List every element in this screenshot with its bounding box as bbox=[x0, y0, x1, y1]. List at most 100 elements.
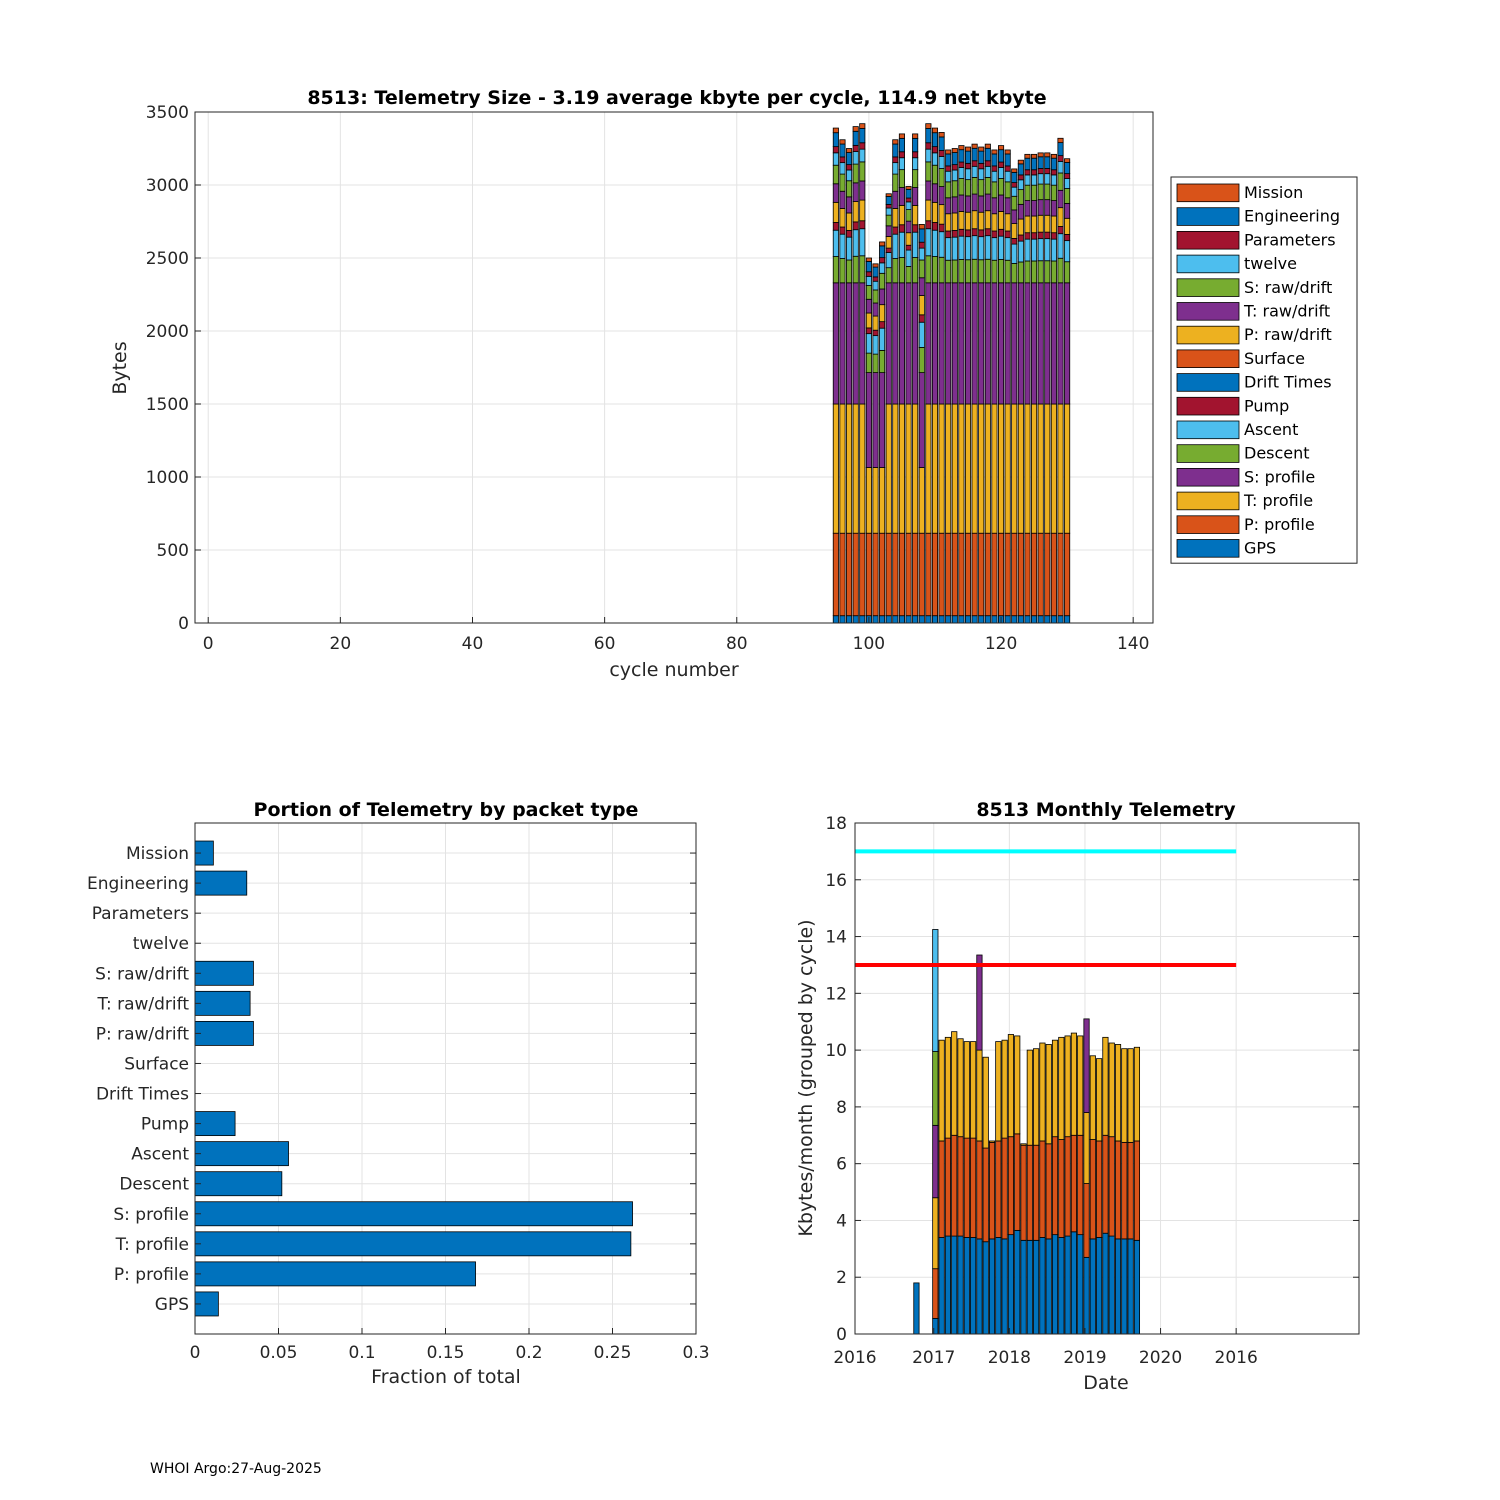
chart1-segment-p-raw-drift bbox=[846, 212, 853, 231]
chart1-segment-ascent bbox=[1004, 237, 1011, 261]
chart1-segment-t-profile bbox=[892, 403, 899, 534]
chart1-segment-pump bbox=[865, 327, 872, 335]
chart1-segment-engineering bbox=[931, 132, 939, 148]
chart1-segment-t-profile bbox=[905, 403, 912, 534]
chart1-segment-s-raw-drift bbox=[1004, 181, 1011, 199]
chart1-segment-t-profile bbox=[945, 403, 952, 534]
chart1-segment-pump bbox=[1031, 232, 1038, 240]
chart1-segment-engineering bbox=[945, 153, 952, 167]
chart1-segment-p-profile bbox=[931, 532, 939, 617]
chart1-segment-gps bbox=[1057, 615, 1064, 624]
chart1-segment-t-raw-drift bbox=[978, 195, 985, 213]
chart3-bar-month bbox=[1001, 1039, 1008, 1335]
chart1-segment-descent bbox=[938, 256, 945, 284]
chart1-bar-cycle-109 bbox=[925, 123, 932, 624]
chart1-segment-parameters bbox=[898, 151, 905, 159]
chart1-segment-twelve bbox=[1024, 174, 1031, 186]
chart1-segment-mission bbox=[1017, 159, 1024, 165]
chart1-segment-descent bbox=[898, 257, 905, 284]
chart1-segment-mission bbox=[892, 139, 899, 145]
chart1-segment-p-raw-drift bbox=[925, 199, 932, 222]
chart1-segment-p-profile bbox=[832, 532, 839, 617]
chart3-ytick-label: 18 bbox=[825, 814, 847, 834]
chart2-xlabel: Fraction of total bbox=[371, 1366, 521, 1388]
chart1-segment-twelve bbox=[905, 201, 912, 210]
chart3-segment-p-profile bbox=[1020, 1144, 1027, 1241]
chart1-segment-t-profile bbox=[978, 403, 985, 534]
chart1-bar-cycle-126 bbox=[1037, 152, 1044, 624]
chart3-bar-month bbox=[1020, 1143, 1027, 1335]
chart1-segment-t-raw-drift bbox=[931, 183, 939, 203]
chart1-segment-mission bbox=[1004, 149, 1011, 155]
chart3-segment-gps bbox=[1001, 1238, 1008, 1335]
chart1-segment-p-raw-drift bbox=[931, 201, 939, 223]
chart1-bar-cycle-116 bbox=[971, 143, 978, 624]
legend-label-s-raw-drift: S: raw/drift bbox=[1244, 278, 1332, 297]
chart3-bar-month bbox=[1007, 1034, 1015, 1335]
chart1-ticks: 0 20 40 60 80 100 120 140 0 500 1000 1500 2000 2500 30… bbox=[146, 103, 1150, 654]
chart1-segment-twelve bbox=[1057, 161, 1064, 174]
chart1-segment-s-profile bbox=[1037, 282, 1044, 405]
chart1-segment-descent bbox=[958, 259, 965, 284]
chart1-segment-pump bbox=[945, 230, 952, 239]
legend-swatch-ascent bbox=[1176, 420, 1240, 440]
chart1-segment-p-raw-drift bbox=[958, 211, 965, 230]
chart3-segment-t-profile bbox=[1007, 1034, 1015, 1138]
chart1-segment-p-raw-drift bbox=[971, 210, 978, 230]
chart1-segment-twelve bbox=[898, 157, 905, 171]
chart1-segment-twelve bbox=[1017, 179, 1024, 191]
chart1-segment-t-raw-drift bbox=[832, 183, 839, 203]
chart3-xtick-label: 2018 bbox=[988, 1348, 1031, 1368]
chart1-segment-t-raw-drift bbox=[892, 190, 899, 209]
chart1-segment-engineering bbox=[1037, 156, 1044, 169]
chart1-segment-t-profile bbox=[1050, 403, 1057, 534]
chart1-segment-mission bbox=[879, 241, 886, 247]
chart3-segment-p-profile bbox=[1133, 1140, 1141, 1241]
chart1-segment-mission bbox=[839, 139, 846, 145]
legend-swatch-surface bbox=[1176, 349, 1240, 368]
chart2-category-label: Ascent bbox=[131, 1145, 189, 1165]
chart1-segment-p-raw-drift bbox=[918, 295, 925, 316]
chart3-segment-t-profile bbox=[1020, 1143, 1027, 1146]
chart1-segment-descent bbox=[905, 266, 912, 284]
chart1-segment-t-profile bbox=[1017, 403, 1024, 534]
chart1-segment-p-profile bbox=[885, 532, 892, 617]
chart3-bar-month bbox=[1108, 1042, 1115, 1335]
chart3-segment-gps bbox=[1051, 1234, 1059, 1335]
chart1-segment-t-raw-drift bbox=[846, 196, 853, 214]
chart1-segment-mission bbox=[1064, 158, 1071, 163]
chart1-segment-mission bbox=[865, 257, 872, 262]
chart1-segment-ascent bbox=[859, 228, 866, 257]
legend-label-parameters: Parameters bbox=[1244, 230, 1336, 249]
chart1-segment-gps bbox=[978, 615, 985, 624]
chart3-bar-month bbox=[963, 1041, 970, 1335]
chart1-segment-ascent bbox=[991, 237, 998, 261]
chart1-segment-ascent bbox=[978, 236, 985, 261]
chart1-segment-ascent bbox=[1050, 238, 1057, 262]
chart3-bar-month bbox=[1102, 1036, 1109, 1335]
chart1-segment-mission bbox=[1031, 153, 1038, 159]
chart2-category-label: Pump bbox=[141, 1115, 189, 1135]
chart3-segment-p-profile bbox=[1096, 1140, 1103, 1238]
chart1-segment-engineering bbox=[832, 132, 839, 148]
chart1-segment-s-raw-drift bbox=[925, 161, 932, 182]
legend-swatch-drift-times bbox=[1176, 373, 1240, 392]
chart1-segment-gps bbox=[925, 615, 932, 624]
chart3-segment-p-profile bbox=[1108, 1136, 1115, 1237]
chart3-bar-month bbox=[944, 1036, 952, 1335]
chart3-segment-gps bbox=[1070, 1231, 1078, 1335]
chart1-segment-p-raw-drift bbox=[905, 232, 912, 246]
chart1-segment-t-raw-drift bbox=[912, 187, 919, 206]
chart1-bar-cycle-124 bbox=[1024, 153, 1031, 624]
chart1-segment-ascent bbox=[971, 235, 978, 260]
chart1-segment-gps bbox=[852, 615, 859, 624]
chart1-segment-gps bbox=[1011, 615, 1018, 624]
legend-label-mission: Mission bbox=[1244, 183, 1303, 202]
chart3-bar-month bbox=[1083, 1018, 1090, 1335]
chart1-segment-t-raw-drift bbox=[997, 194, 1005, 212]
chart3-segment-gps bbox=[1045, 1238, 1052, 1335]
chart1-bar-cycle-128 bbox=[1050, 153, 1057, 624]
chart1-segment-t-raw-drift bbox=[859, 180, 866, 201]
chart3-segment-p-profile bbox=[970, 1137, 977, 1238]
chart1-segment-s-raw-drift bbox=[1031, 184, 1038, 201]
